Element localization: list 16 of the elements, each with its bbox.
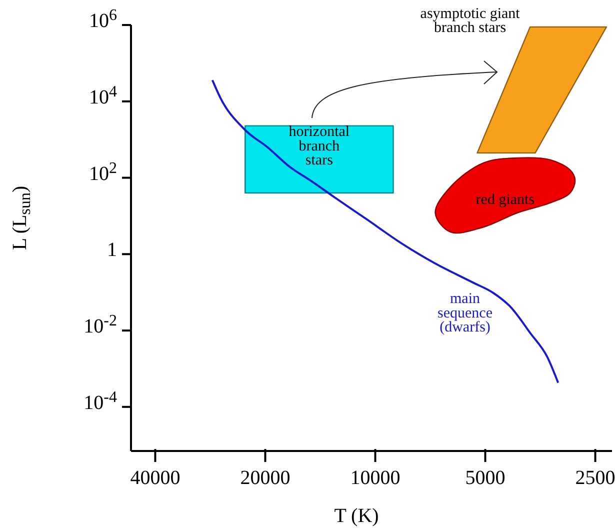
y-tick-label: 10$^{2}$ xyxy=(89,160,117,185)
series-label: horizontal branch stars xyxy=(288,124,350,169)
x-tick-label: 10000 xyxy=(350,467,400,489)
y-tick-label: 10$^{6}$ xyxy=(89,6,117,32)
y-tick-label: 10$^{4}$ xyxy=(89,83,117,108)
x-tick-label: 20000 xyxy=(240,467,290,489)
series-label: main sequence (dwarfs) xyxy=(438,291,493,336)
series-label: asymptotic giant branch stars xyxy=(420,6,521,36)
x-axis-title: T (K) xyxy=(334,505,379,527)
y-tick-label: 10$^{-2}$ xyxy=(84,312,117,338)
x-tick-label: 5000 xyxy=(465,467,506,489)
y-tick-label: 1 xyxy=(107,239,117,262)
x-tick-label: 2500 xyxy=(575,467,615,489)
y-tick-label: 10$^{-4}$ xyxy=(84,388,117,414)
series-label: red giants xyxy=(476,192,535,208)
x-tick-label: 40000 xyxy=(130,467,180,489)
